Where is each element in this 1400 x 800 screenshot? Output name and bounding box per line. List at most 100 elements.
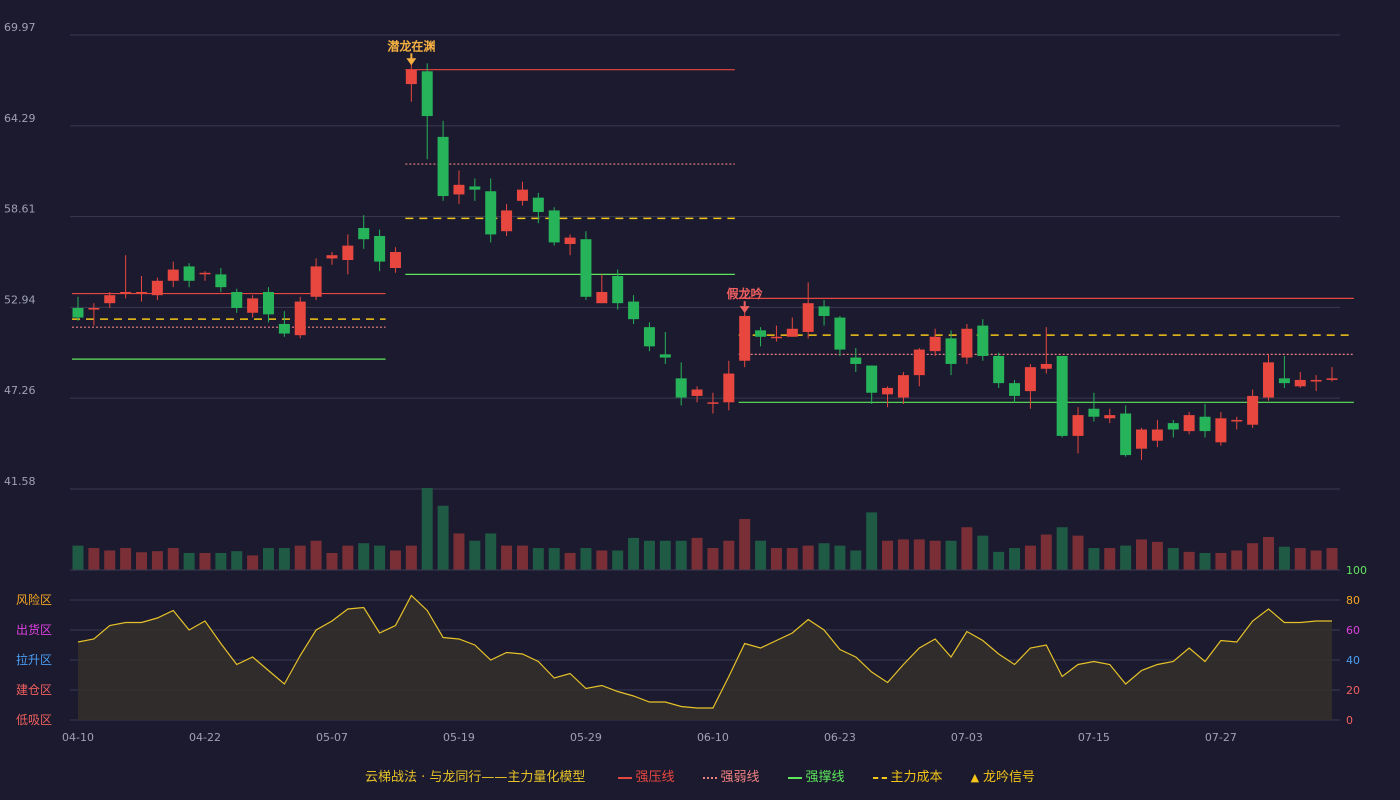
volume-bar xyxy=(1040,534,1052,570)
volume-bar xyxy=(596,550,608,570)
candle-body xyxy=(1009,383,1021,396)
candle-body xyxy=(786,328,798,337)
oscillator-tick-label: 80 xyxy=(1346,594,1360,607)
volume-bar xyxy=(278,548,290,570)
legend-label: 主力成本 xyxy=(890,770,943,785)
volume-bar xyxy=(1088,548,1100,570)
candle-body xyxy=(1247,395,1259,425)
oscillator-tick-label: 60 xyxy=(1346,624,1360,637)
candle-body xyxy=(1183,415,1195,432)
candle-body xyxy=(580,239,592,297)
volume-bar xyxy=(1183,551,1195,570)
volume-bar xyxy=(183,552,195,570)
legend-item: 强压线 xyxy=(617,766,675,785)
price-tick-label: 41.58 xyxy=(4,475,36,488)
volume-bar xyxy=(215,552,227,570)
candle-body xyxy=(834,317,846,350)
volume-bar xyxy=(358,543,370,570)
volume-bar xyxy=(88,548,100,570)
legend-item: 主力成本 xyxy=(872,766,943,785)
x-tick-label: 05-07 xyxy=(316,731,348,744)
candle-body xyxy=(1088,408,1100,417)
volume-bar xyxy=(977,535,989,570)
volume-bar xyxy=(342,545,354,570)
oscillator-tick-label: 0 xyxy=(1346,714,1353,727)
volume-bar xyxy=(850,550,862,570)
candle-body xyxy=(961,328,973,358)
zone-label: 出货区 xyxy=(16,622,52,637)
candle-body xyxy=(294,301,306,336)
volume-bar xyxy=(993,551,1005,570)
price-tick-label: 69.97 xyxy=(4,21,36,34)
candle-body xyxy=(1278,378,1290,384)
zone-label: 拉升区 xyxy=(16,652,52,667)
volume-bar xyxy=(755,540,767,570)
volume-bar xyxy=(310,540,322,570)
volume-bar xyxy=(1120,545,1132,570)
candle-body xyxy=(1024,367,1036,392)
candle-body xyxy=(199,272,211,275)
candle-body xyxy=(818,306,830,316)
candle-body xyxy=(135,291,147,294)
candle-body xyxy=(1056,355,1068,436)
volume-bar xyxy=(374,545,386,570)
volume-bar xyxy=(1263,536,1275,570)
candle-body xyxy=(421,71,433,117)
volume-bar xyxy=(485,533,497,570)
legend-title: 云梯战法 · 与龙同行——主力量化模型 xyxy=(364,770,586,785)
candle-body xyxy=(675,378,687,398)
candle-body xyxy=(88,307,100,310)
candle-body xyxy=(72,307,84,318)
signal-arrow-head xyxy=(739,306,750,314)
volume-bar xyxy=(104,550,116,570)
candle-body xyxy=(1231,419,1243,422)
candle-body xyxy=(564,237,576,245)
candle-body xyxy=(469,186,481,190)
legend-item: 强撑线 xyxy=(787,766,845,785)
volume-bar xyxy=(961,527,973,570)
candle-body xyxy=(802,303,814,332)
volume-bar xyxy=(723,540,735,570)
candle-body xyxy=(659,354,671,358)
legend-swatch xyxy=(617,776,632,779)
volume-bar xyxy=(437,505,449,570)
price-tick-label: 58.61 xyxy=(4,203,36,216)
signal-arrow-head xyxy=(406,58,417,66)
x-tick-label: 06-10 xyxy=(697,731,729,744)
volume-bar xyxy=(548,548,560,570)
candle-body xyxy=(358,228,370,240)
candle-body xyxy=(532,197,544,213)
volume-bar xyxy=(72,545,84,570)
candle-body xyxy=(612,275,624,304)
candle-body xyxy=(1215,418,1227,443)
candle-body xyxy=(342,245,354,261)
volume-bar xyxy=(1056,527,1068,570)
x-tick-label: 04-22 xyxy=(189,731,221,744)
legend-swatch xyxy=(787,776,802,779)
volume-bar xyxy=(945,540,957,570)
volume-bar xyxy=(802,545,814,570)
candle-body xyxy=(326,255,338,259)
volume-bar xyxy=(469,540,481,570)
volume-bar xyxy=(707,548,719,570)
volume-bar xyxy=(1136,539,1148,570)
volume-bar xyxy=(199,552,211,570)
candle-body xyxy=(850,357,862,364)
volume-bar xyxy=(580,548,592,570)
zone-label: 建仓区 xyxy=(16,683,52,697)
candle-body xyxy=(1326,378,1338,380)
volume-bar xyxy=(897,539,909,570)
candle-body xyxy=(405,69,417,85)
legend-swatch xyxy=(702,776,717,779)
volume-bar xyxy=(231,551,243,570)
volume-bar xyxy=(1278,546,1290,570)
candle-body xyxy=(739,315,751,361)
candle-body xyxy=(913,349,925,376)
volume-bar xyxy=(612,550,624,570)
candle-body xyxy=(723,373,735,403)
volume-bar xyxy=(818,543,830,570)
volume-bar xyxy=(929,540,941,570)
volume-bar xyxy=(1247,543,1259,570)
x-tick-label: 07-27 xyxy=(1205,731,1237,744)
